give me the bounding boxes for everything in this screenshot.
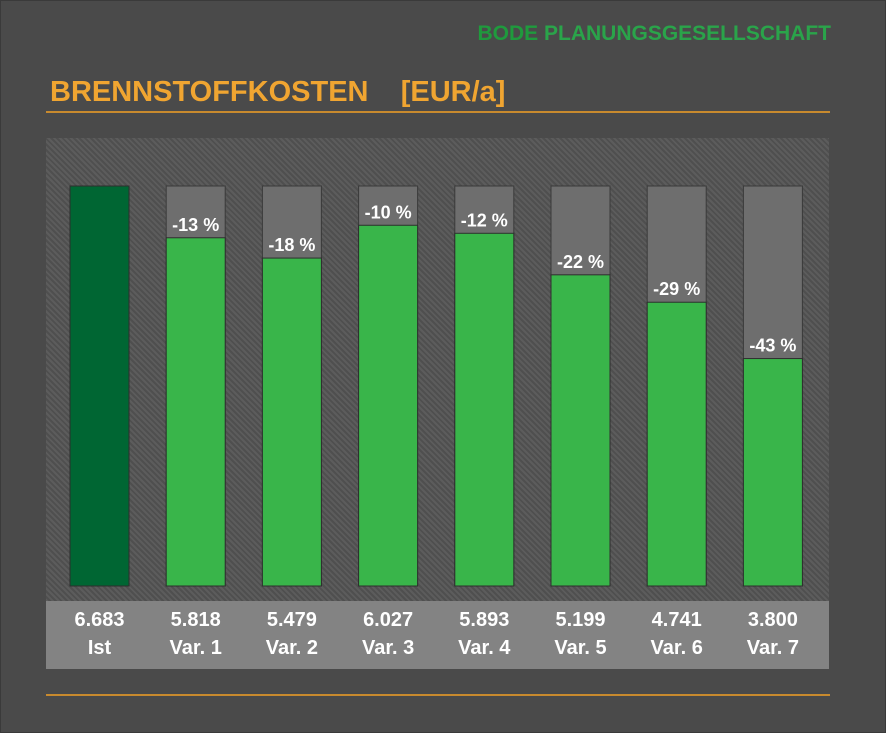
category-label: Var. 7 <box>747 637 799 659</box>
value-label: 5.479 <box>267 609 317 631</box>
brand-name-planungsgesellschaft: PLANUNGSGESELLSCHAFT <box>543 22 831 45</box>
variant-bar <box>261 257 322 587</box>
value-label: 6.683 <box>74 609 124 631</box>
category-label-band <box>46 601 829 669</box>
change-label: -12 % <box>461 210 508 230</box>
category-label: Var. 6 <box>651 637 703 659</box>
value-label: 3.800 <box>748 609 798 631</box>
value-label: 6.027 <box>363 609 413 631</box>
value-label: 5.893 <box>459 609 509 631</box>
title-divider <box>46 111 830 113</box>
category-label: Var. 3 <box>362 637 414 659</box>
category-label: Var. 4 <box>458 637 511 659</box>
value-label: 5.818 <box>171 609 221 631</box>
variant-bar <box>358 224 419 587</box>
value-label: 4.741 <box>652 609 702 631</box>
change-label: -13 % <box>172 215 219 235</box>
baseline-bar <box>69 185 130 587</box>
variant-bar <box>165 237 226 587</box>
category-label: Var. 1 <box>170 637 222 659</box>
change-label: -29 % <box>653 279 700 299</box>
category-label: Var. 5 <box>554 637 606 659</box>
chart-title: BRENNSTOFFKOSTEN [EUR/a] <box>50 76 506 108</box>
value-label: 5.199 <box>555 609 605 631</box>
category-label: Ist <box>88 637 112 659</box>
change-label: -10 % <box>365 202 412 222</box>
variant-bar <box>454 232 515 587</box>
variant-bar <box>742 358 803 587</box>
change-label: -43 % <box>749 336 796 356</box>
brand-logo-text: BODE PLANUNGSGESELLSCHAFT <box>477 22 831 46</box>
change-label: -18 % <box>268 235 315 255</box>
brand-name-bode: BODE <box>477 22 539 45</box>
change-label: -22 % <box>557 252 604 272</box>
category-label: Var. 2 <box>266 637 318 659</box>
variant-bar <box>646 301 707 587</box>
bottom-divider <box>46 694 830 696</box>
variant-bar <box>550 274 611 587</box>
